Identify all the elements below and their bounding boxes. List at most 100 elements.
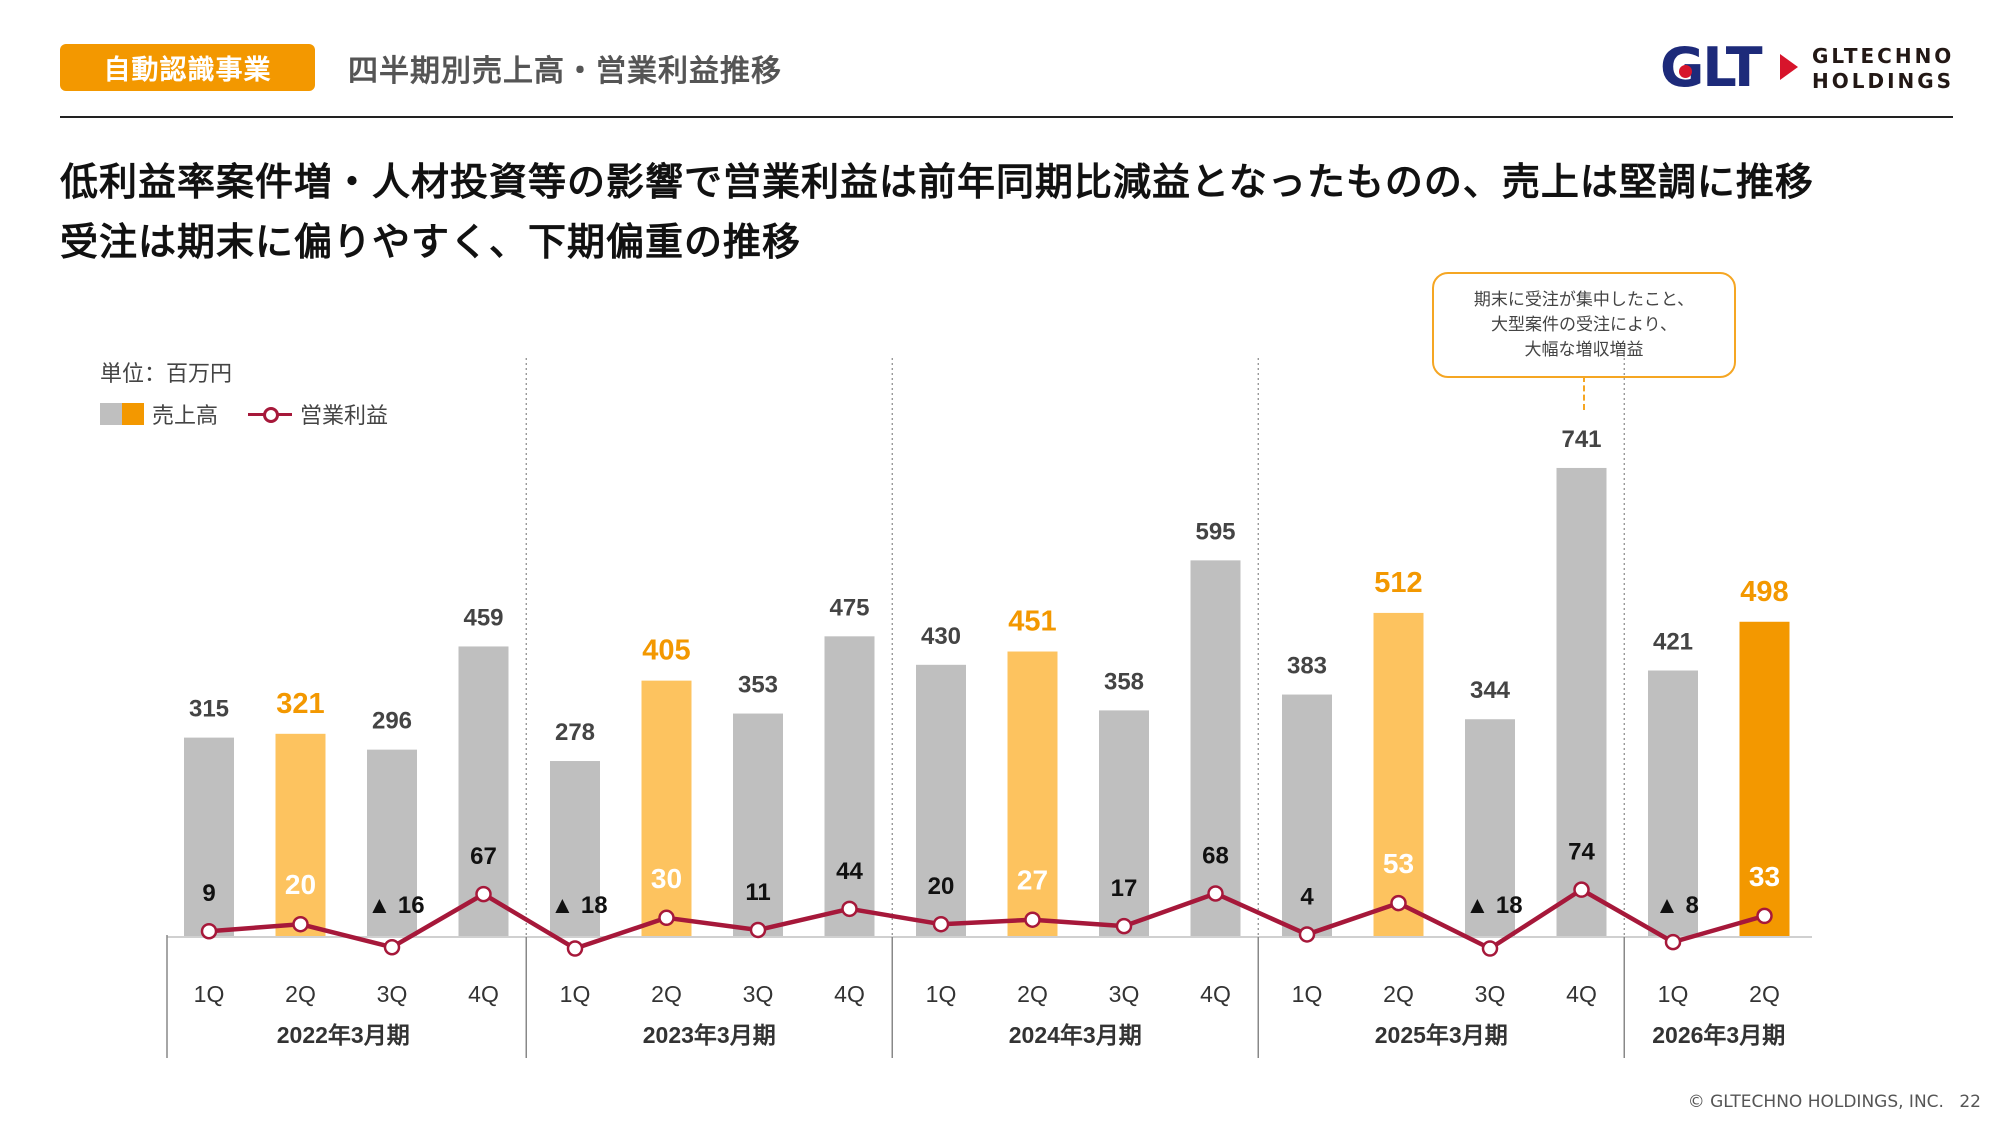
headline-line1: 低利益率案件増・人材投資等の影響で営業利益は前年同期比減益となったものの、売上は… <box>60 160 1814 204</box>
unit-label: 単位：百万円 <box>100 362 233 387</box>
profit-marker <box>383 938 401 956</box>
sales-value-label: 344 <box>1470 677 1511 704</box>
quarter-tick-label: 1Q <box>926 981 957 1007</box>
fiscal-year-label: 2024年3月期 <box>1009 1022 1142 1048</box>
profit-value-label: 30 <box>651 863 682 894</box>
logo-text-line2: HOLDINGS <box>1812 69 1955 93</box>
sales-bar <box>550 761 600 937</box>
sales-bar <box>1007 651 1058 937</box>
callout-box: 期末に受注が集中したこと、 大型案件の受注により、 大幅な増収増益 <box>1432 272 1736 378</box>
quarter-tick-label: 2Q <box>1017 981 1048 1007</box>
profit-value-label: 33 <box>1749 861 1780 892</box>
callout-line1: 期末に受注が集中したこと、 <box>1473 289 1695 310</box>
quarter-tick-label: 2Q <box>285 981 316 1007</box>
sales-value-label: 353 <box>738 672 778 699</box>
sales-bar <box>184 737 234 937</box>
profit-value-label: 9 <box>202 880 215 907</box>
profit-marker <box>1024 911 1041 928</box>
quarter-tick-label: 3Q <box>1475 981 1506 1007</box>
sales-value-label: 459 <box>463 604 503 631</box>
profit-marker <box>1298 926 1316 943</box>
fiscal-year-label: 2023年3月期 <box>643 1022 776 1048</box>
headline: 低利益率案件増・人材投資等の影響で営業利益は前年同期比減益となったものの、売上は… <box>60 152 1814 272</box>
profit-marker <box>1115 917 1133 935</box>
headline-line2: 受注は期末に偏りやすく、下期偏重の推移 <box>60 220 802 264</box>
quarter-tick-label: 3Q <box>377 981 408 1007</box>
profit-value-label: 17 <box>1111 875 1138 902</box>
profit-marker <box>566 940 584 957</box>
quarter-tick-label: 1Q <box>560 981 591 1007</box>
profit-marker <box>1207 885 1224 902</box>
quarter-tick-label: 1Q <box>1292 981 1323 1007</box>
profit-value-label: 53 <box>1383 848 1414 879</box>
quarter-tick-label: 2Q <box>1383 981 1414 1007</box>
legend-label-sales: 売上高 <box>152 404 219 429</box>
sales-value-label: 512 <box>1374 567 1422 599</box>
profit-value-label: 27 <box>1017 865 1048 896</box>
profit-marker <box>475 885 492 903</box>
sales-bar <box>1190 560 1241 937</box>
legend-label-profit: 営業利益 <box>300 404 389 429</box>
section-title: 四半期別売上高・営業利益推移 <box>348 54 782 89</box>
profit-value-label: 4 <box>1300 883 1314 910</box>
callout-leader-line <box>1583 376 1585 410</box>
fiscal-year-label: 2026年3月期 <box>1652 1022 1785 1048</box>
profit-marker <box>1481 940 1499 957</box>
profit-marker <box>658 909 675 927</box>
profit-value-label: 74 <box>1568 839 1595 866</box>
profit-marker <box>1664 933 1682 951</box>
sales-bar <box>367 749 417 937</box>
quarter-tick-label: 4Q <box>468 981 499 1007</box>
sales-bar <box>824 636 875 937</box>
sales-value-label: 315 <box>189 696 229 723</box>
logo-mark: GLT <box>1660 36 1763 99</box>
profit-value-label: 67 <box>470 843 497 870</box>
quarter-tick-label: 1Q <box>194 981 225 1007</box>
profit-marker <box>841 900 858 918</box>
sales-value-label: 475 <box>829 594 869 621</box>
profit-value-label: ▲ 16 <box>367 892 424 919</box>
page-number: 22 <box>1959 1092 1981 1112</box>
quarter-tick-label: 3Q <box>743 981 774 1007</box>
sales-bar <box>1099 710 1149 937</box>
profit-value-label: ▲ 8 <box>1655 892 1699 919</box>
legend-swatch-orange <box>122 403 144 425</box>
logo-arrow-icon <box>1780 54 1798 80</box>
profit-marker <box>1756 907 1773 925</box>
profit-marker <box>932 915 950 933</box>
quarter-tick-label: 4Q <box>1200 981 1231 1007</box>
profit-marker <box>1390 894 1407 912</box>
profit-marker <box>292 915 309 933</box>
profit-marker <box>1573 881 1590 898</box>
sales-bar <box>1282 694 1332 937</box>
sales-value-label: 383 <box>1287 653 1327 680</box>
quarter-tick-label: 3Q <box>1109 981 1140 1007</box>
company-logo: GLT GLTECHNO HOLDINGS <box>1660 38 1960 98</box>
sales-bar <box>1556 467 1607 937</box>
sales-bar <box>1739 621 1790 937</box>
quarter-tick-label: 4Q <box>834 981 865 1007</box>
sales-value-label: 421 <box>1653 629 1693 656</box>
sales-bar <box>733 713 783 937</box>
profit-line <box>208 887 1766 951</box>
sales-bar <box>641 680 692 937</box>
sales-value-label: 595 <box>1195 518 1235 545</box>
profit-value-label: 11 <box>745 879 770 906</box>
header-divider <box>60 116 1953 118</box>
quarter-tick-label: 4Q <box>1566 981 1597 1007</box>
sales-value-label: 278 <box>555 719 595 746</box>
profit-value-label: 20 <box>928 873 955 900</box>
logo-dot-icon <box>1679 65 1692 78</box>
callout-line2: 大型案件の受注により、 <box>1491 314 1677 335</box>
legend-swatch-gray <box>100 403 122 425</box>
chart-legend: 売上高 営業利益 <box>100 398 388 430</box>
sales-value-label: 451 <box>1008 606 1056 638</box>
sales-bar <box>916 664 966 937</box>
logo-text: GLTECHNO HOLDINGS <box>1812 44 1954 94</box>
profit-value-label: ▲ 18 <box>550 892 607 919</box>
sales-value-label: 296 <box>372 708 412 735</box>
profit-value-label: ▲ 18 <box>1465 892 1522 919</box>
profit-value-label: 44 <box>836 858 863 885</box>
quarter-tick-label: 2Q <box>1749 981 1780 1007</box>
